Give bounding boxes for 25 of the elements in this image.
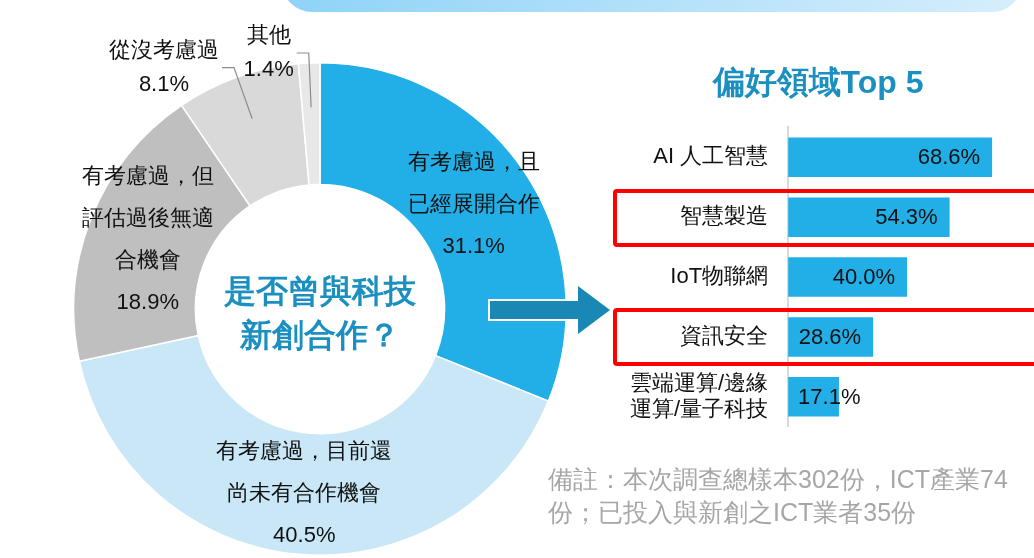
bar [788,137,993,178]
y-tick-label: AI 人工智慧 [653,143,769,169]
bar [788,257,908,297]
y-tick-label: 智慧製造 [680,203,769,229]
text: 備註：本次調查總樣本302份，ICT產業74份；已投入與新創之ICT業者35份 [548,464,1009,528]
y-tick-label: 資訊安全 [680,323,769,349]
data-label: 54.3% [875,204,938,230]
slice-label: 有考慮過，且已經展開合作 [407,149,540,217]
data-label: 18.9% [116,289,180,315]
data-label: 40.5% [273,521,336,547]
data-label: 1.4% [243,56,294,82]
data-label: 40.0% [832,264,896,290]
text: 是否曾與科技新創合作？ [223,272,416,353]
data-label: 28.6% [798,324,862,350]
data-label: 68.6% [917,144,981,170]
y-tick-label: 雲端運算/邊緣運算/量子科技 [629,369,769,422]
chart-title: 偏好領域Top 5 [711,64,924,101]
slice-label: 有考慮過，目前還尚未有合作機會 [216,437,393,505]
slice-label: 其他 [246,22,291,48]
slice-label: 從沒考慮過 [108,36,219,62]
data-label: 31.1% [442,233,505,259]
data-label: 8.1% [138,70,190,96]
bar [788,197,950,237]
y-tick-label: IoT物聯網 [670,263,769,289]
slice-label: 有考慮過，但評估過後無適合機會 [81,163,214,273]
